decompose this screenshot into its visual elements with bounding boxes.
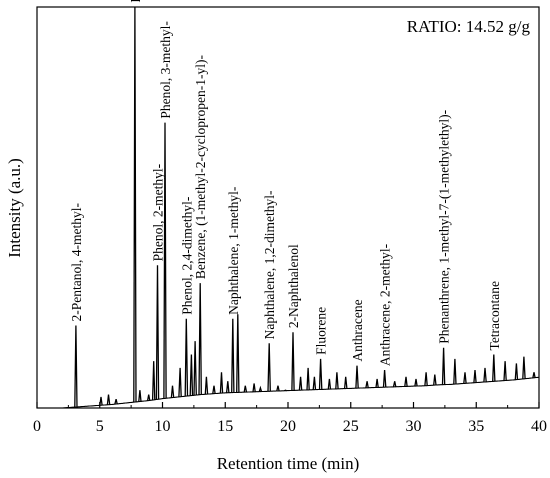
peak [291,332,295,391]
peak-label: Anthracene, 2-methyl- [378,243,393,366]
x-tick-label: 0 [33,418,41,435]
peak-label: Naphthalene, 1,2-dimethyl- [262,190,277,339]
x-tick-label: 35 [468,418,484,435]
x-tick-label: 25 [343,418,359,435]
peak [404,376,408,387]
peak [204,376,209,395]
y-axis-title: Intensity (a.u.) [5,158,24,258]
peak [243,385,248,393]
peak [365,381,369,388]
baseline-trace [37,376,540,409]
peak [189,354,194,396]
peak [184,318,189,397]
peak-label: 2-Naphthalenol [286,244,301,328]
x-tick-label: 10 [155,418,171,435]
peak [473,370,477,383]
peak-label: Phenol, 2,4-dimethyl- [179,196,194,315]
peak [170,385,175,398]
peak [522,356,526,379]
peak [463,372,467,384]
peak [284,389,287,392]
peak [151,361,156,400]
peak [252,383,256,392]
peak [193,341,197,396]
peak-label: Benzene, (1-methyl-2-cyclopropen-1-yl)- [193,54,208,279]
x-tick-label: 30 [406,418,422,435]
x-tick-label: 20 [280,418,296,435]
peak [441,347,446,385]
peak [306,367,310,390]
peak [114,398,118,405]
peak [231,318,235,393]
peak [219,372,224,394]
peak [178,367,182,397]
peak-label: Fluorene [314,307,329,355]
peak-label: 2-Pentanol, 4-methyl- [69,203,84,322]
peak [138,390,142,402]
axes: 0 5 10 15 20 25 30 35 40 [33,402,547,435]
peak-labels: 2-Pentanol, 4-methyl- Phenol Phenol, 2-met… [69,0,502,366]
peak [335,372,339,389]
x-axis-title: Retention time (min) [217,454,360,473]
peak [225,381,230,393]
peak [414,378,418,387]
peak [298,376,303,391]
peak [74,325,78,408]
peak [514,363,519,380]
chromatogram-trace [37,6,540,409]
ratio-annotation: RATIO: 14.52 g/g [407,17,531,36]
peak [318,358,323,390]
peak [146,394,151,401]
peak [375,378,379,388]
peak [382,370,387,388]
peak [392,381,397,387]
peak-label: Anthracene [350,299,365,361]
x-tick-label: 5 [96,418,104,435]
peak [343,376,348,389]
peak [267,343,271,392]
peak [483,367,487,383]
peak-label: Phenol [128,0,143,3]
peak [236,314,240,393]
peak [532,372,536,378]
peak [163,122,167,399]
peak [198,283,202,395]
peak-label: Phenanthrene, 1-methyl-7-(1-methylethyl)… [437,109,452,343]
peak [312,376,317,390]
peak [492,354,496,382]
peak [503,361,507,381]
peak [453,358,457,385]
peak-label: Phenol, 2-methyl- [150,163,165,261]
peak-label: Phenol, 3-methyl- [158,21,173,119]
peak [433,374,437,386]
peak [327,378,332,390]
peak [106,394,111,405]
peak [258,385,263,392]
peak-label: Naphthalene, 1-methyl- [226,186,241,315]
peak [276,385,280,392]
peak-label: Tetracontane [487,281,502,351]
peak [212,385,216,394]
peak [355,365,359,389]
peak [133,6,137,403]
plot-frame [36,6,540,409]
peak [424,372,428,386]
x-tick-label: 15 [217,418,233,435]
peak [155,265,160,400]
x-tick-label: 40 [531,418,547,435]
